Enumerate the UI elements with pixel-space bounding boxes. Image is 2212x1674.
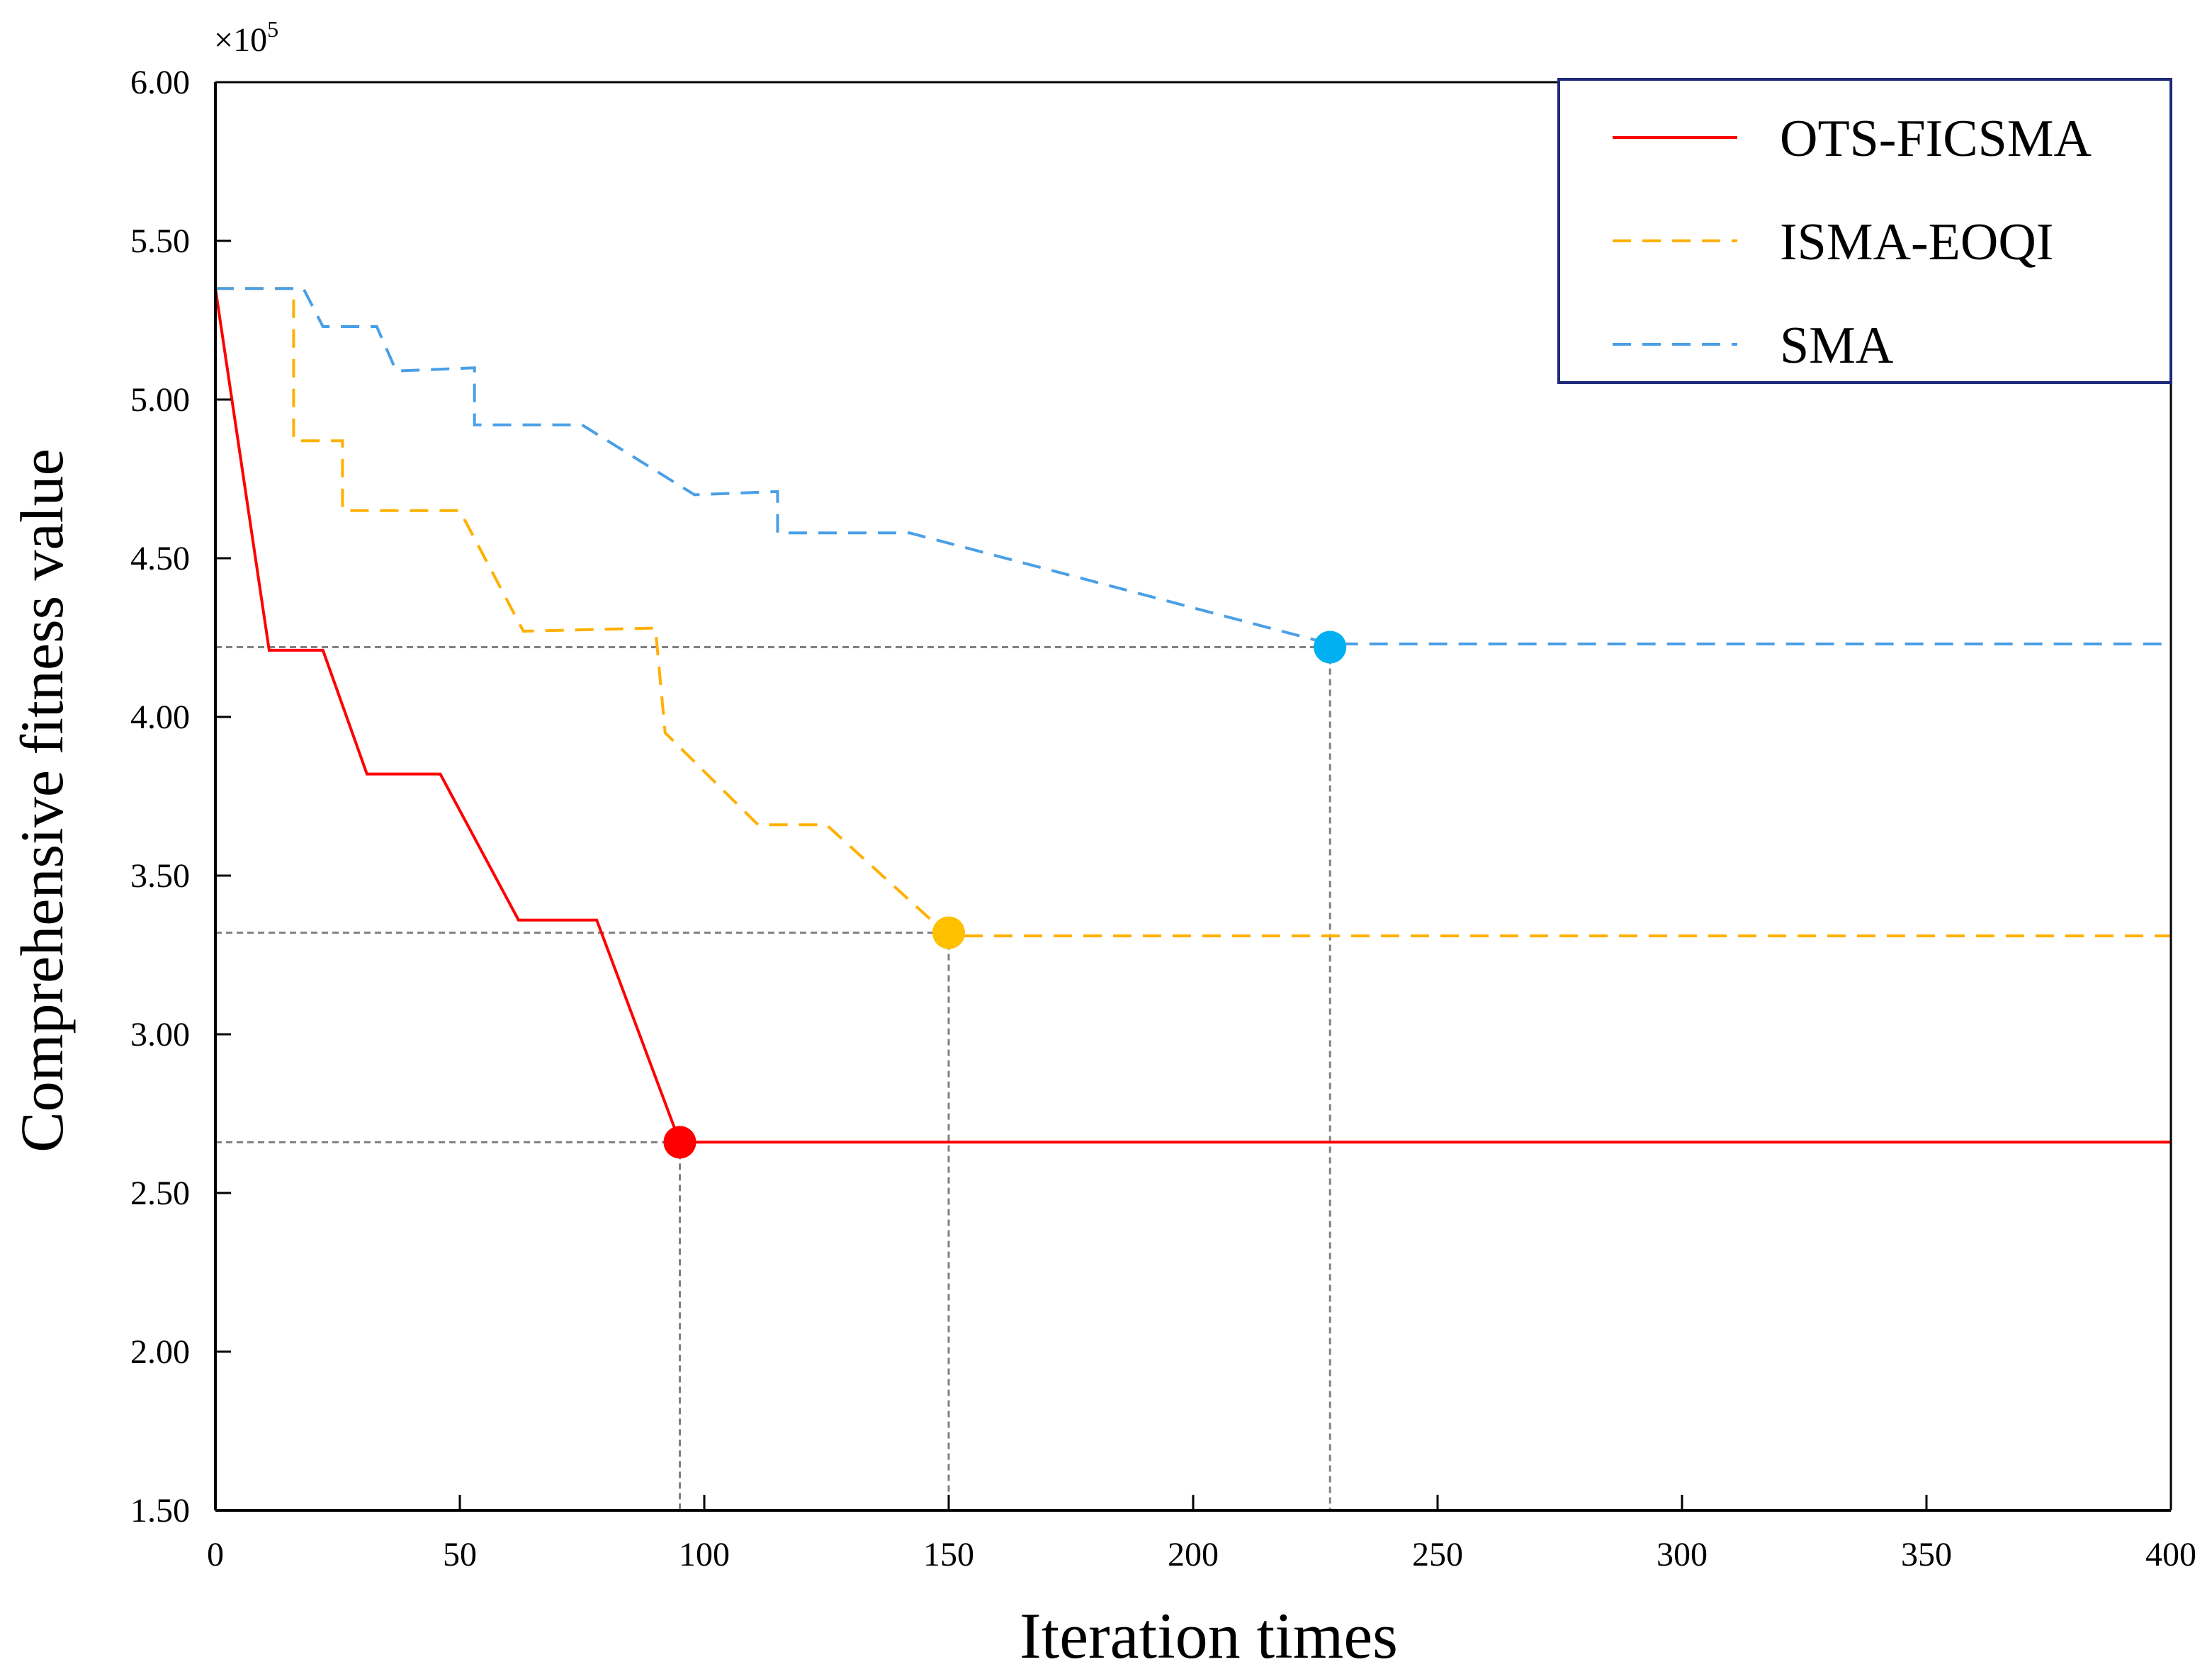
series-line-sma <box>215 287 2171 645</box>
y-multiplier-base: ×10 <box>214 21 267 59</box>
y-tick-label: 5.00 <box>130 381 190 419</box>
x-tick-label: 50 <box>443 1536 477 1573</box>
axes: 0 50 100 150 200 250 300 350 400 1.50 2.00 2.50 3.00… <box>130 64 2196 1573</box>
y-tick-label: 6.00 <box>130 64 190 101</box>
y-axis-label: Comprehensive fitness value <box>8 448 76 1153</box>
x-tick-label: 200 <box>1168 1536 1219 1573</box>
convergence-marker-isma-eoqi <box>932 916 965 949</box>
x-axis-label: Iteration times <box>1020 1600 1398 1670</box>
reference-lines <box>215 645 1331 1510</box>
axis-labels: ×105 Iteration times Comprehensive fitne… <box>8 16 1398 1672</box>
y-multiplier-exponent: 5 <box>267 16 278 42</box>
x-tick-label: 150 <box>923 1536 974 1573</box>
x-tick-label: 0 <box>207 1536 224 1573</box>
legend-label: OTS-FICSMA <box>1780 110 2092 168</box>
y-tick-label: 3.50 <box>130 857 190 895</box>
y-axis-multiplier: ×105 <box>214 16 278 59</box>
y-tick-label: 1.50 <box>130 1492 190 1529</box>
convergence-marker-ots-ficsma <box>663 1126 696 1159</box>
series-lines <box>214 287 2171 1144</box>
x-tick-label: 100 <box>679 1536 730 1573</box>
y-tick-label: 5.50 <box>130 222 190 260</box>
y-tick-label: 2.00 <box>130 1333 190 1371</box>
y-tick-label: 4.00 <box>130 699 190 736</box>
convergence-marker-sma <box>1314 630 1347 664</box>
legend-box <box>1557 78 2172 384</box>
legend-label: SMA <box>1780 317 1893 375</box>
y-tick-label: 2.50 <box>130 1175 190 1212</box>
legend: OTS-FICSMA ISMA-EOQI SMA <box>1557 78 2172 384</box>
series-line-ots-ficsma <box>214 288 2171 1144</box>
y-tick-label: 4.50 <box>130 540 190 577</box>
x-tick-label: 250 <box>1412 1536 1463 1573</box>
x-tick-label: 300 <box>1657 1536 1708 1573</box>
y-tick-label: 3.00 <box>130 1016 190 1053</box>
series-line-isma-eoqi <box>215 287 2171 938</box>
x-tick-label: 400 <box>2145 1536 2196 1573</box>
x-tick-label: 350 <box>1901 1536 1952 1573</box>
convergence-markers <box>663 630 1347 1159</box>
legend-label: ISMA-EOQI <box>1780 213 2053 271</box>
